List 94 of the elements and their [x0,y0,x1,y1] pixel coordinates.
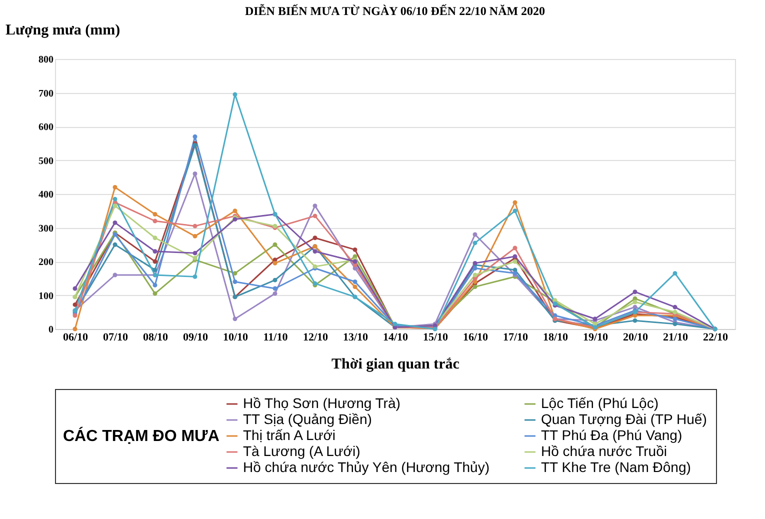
point [272,286,278,291]
point [232,208,238,214]
x-tick-label: 11/10 [263,332,288,344]
point [152,259,158,264]
point [672,304,678,310]
point [472,272,478,278]
point [112,204,118,208]
legend-label: Hồ Thọ Sơn (Hương Trà) [243,395,400,411]
point [192,172,198,176]
point [112,242,118,247]
point [152,282,158,288]
point [192,274,198,279]
point [352,284,358,290]
y-tick-label: 800 [38,54,54,66]
point [72,302,78,307]
y-tick-label: 100 [38,290,54,302]
point [512,259,518,264]
x-tick-label: 08/10 [142,332,169,344]
x-tick-label: 12/10 [302,332,329,344]
x-axis-title: Thời gian quan trắc [332,356,460,372]
point [232,271,238,276]
point [632,318,638,323]
point [312,249,318,254]
point [272,242,278,247]
legend-title: CÁC TRẠM ĐO MƯA [63,426,220,445]
point [272,260,278,266]
point [232,316,238,322]
y-tick-label: 600 [38,122,54,133]
x-tick-label: 20/10 [622,332,649,344]
y-tick-label: 300 [38,223,54,234]
legend-label: Tà Lương (A Lưới) [243,443,360,459]
point [112,272,118,278]
x-tick-label: 21/10 [662,332,689,344]
y-tick-label: 0 [48,324,54,336]
point [352,247,358,252]
point [152,236,158,240]
legend-label: TT Sịa (Quảng Điền) [243,411,372,427]
point [272,291,278,296]
point [272,278,278,282]
x-tick-label: 13/10 [342,332,369,344]
x-tick-label: 17/10 [502,332,529,344]
point [192,234,198,238]
point [152,212,158,216]
x-tick-label: 22/10 [702,332,729,344]
point [472,284,478,290]
point [152,249,158,254]
legend-label: Hồ chứa nước Thủy Yên (Hương Thủy) [243,459,490,475]
y-tick-label: 700 [38,88,54,100]
point [472,266,478,270]
legend-label: TT Phú Đa (Phú Vang) [541,427,682,443]
y-axis-title: Lượng mưa (mm) [6,22,120,38]
x-tick-label: 06/10 [62,332,89,344]
x-tick-label: 18/10 [542,332,569,344]
x-tick-label: 14/10 [382,332,409,344]
point [112,220,118,225]
point [672,271,678,276]
x-tick-label: 19/10 [582,332,609,344]
point [312,236,318,240]
point [192,224,198,228]
point [312,204,318,208]
x-tick-label: 15/10 [422,332,449,344]
point [232,280,238,284]
legend-label: Hồ chứa nước Truồi [541,443,667,459]
chart-title: DIỄN BIẾN MƯA TỪ NGÀY 06/10 ĐẾN 22/10 NĂM 2020 [244,4,546,18]
point [72,286,78,291]
point [472,232,478,237]
point [192,250,198,256]
x-tick-label: 10/10 [222,332,249,344]
point [152,291,158,296]
x-tick-label: 16/10 [462,332,489,344]
point [192,134,198,139]
legend-label: Quan Tượng Đài (TP Huế) [541,411,707,427]
point [632,300,638,304]
x-tick-label: 09/10 [182,332,209,344]
point [512,200,518,205]
legend-label: TT Khe Tre (Nam Đông) [541,459,691,475]
x-tick-label: 07/10 [102,332,129,344]
point [632,290,638,294]
legend-label: Thị trấn A Lưới [243,427,336,443]
legend-label: Lộc Tiến (Phú Lộc) [541,395,659,411]
y-tick-label: 400 [38,190,54,200]
point [352,280,358,284]
point [472,240,478,246]
y-tick-label: 500 [38,156,54,167]
point [512,246,518,250]
y-tick-label: 200 [38,257,54,268]
point [72,326,78,332]
point [512,208,518,214]
point [152,218,158,224]
point [152,268,158,272]
point [232,92,238,97]
point [312,214,318,218]
point [112,185,118,190]
point [112,196,118,202]
